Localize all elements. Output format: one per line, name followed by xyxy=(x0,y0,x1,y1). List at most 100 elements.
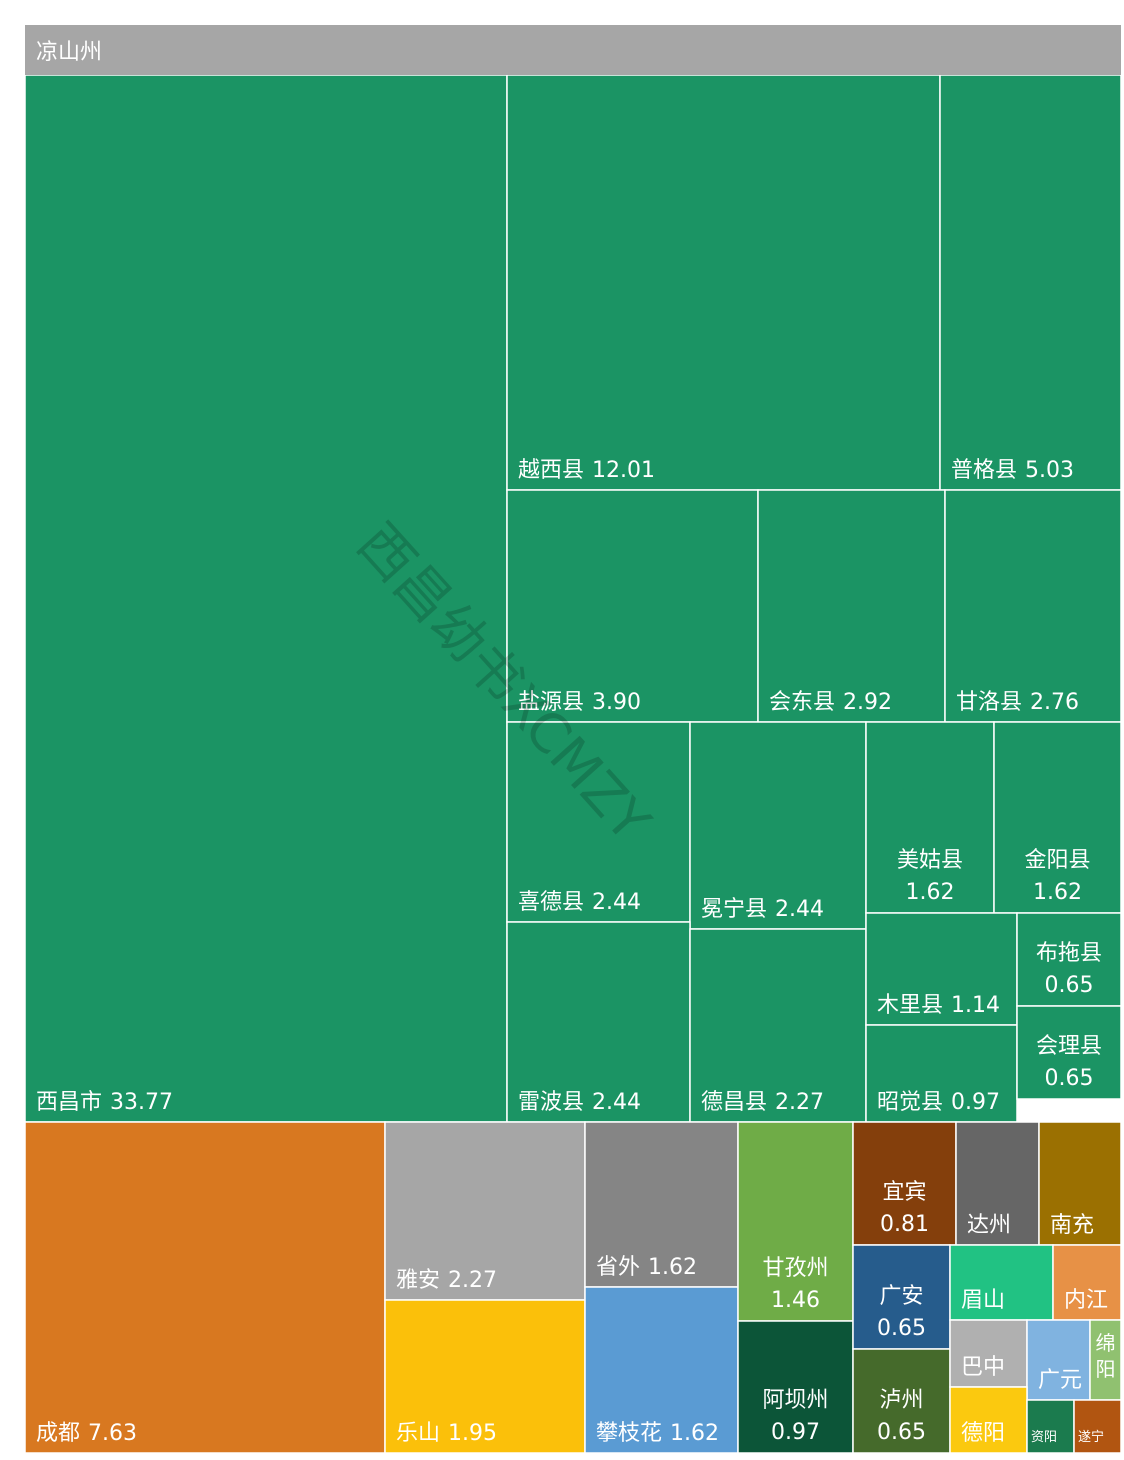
treemap-cell: 金阳县 1.62 xyxy=(993,721,1122,914)
cell-name-label: 美姑县 xyxy=(897,848,963,873)
treemap-cell-rect xyxy=(939,74,1122,491)
cell-value-label: 0.97 xyxy=(771,1420,820,1445)
cell-value-label: 0.65 xyxy=(877,1316,926,1341)
treemap-cell: 雷波县 2.44 xyxy=(506,921,691,1123)
treemap-cell-rect xyxy=(1073,1399,1122,1454)
header-label: 凉山州 xyxy=(36,40,102,65)
treemap-cell: 甘洛县 2.76 xyxy=(944,489,1122,723)
treemap-cell-rect xyxy=(865,721,995,914)
cell-name-label: 南充 xyxy=(1050,1213,1094,1238)
treemap-cell-rect xyxy=(1038,1121,1122,1246)
cell-value-label: 7.63 xyxy=(88,1421,137,1446)
cell-name-label: 眉山 xyxy=(961,1288,1005,1313)
cell-name-label: 德阳 xyxy=(961,1421,1005,1446)
cell-value-label: 1.46 xyxy=(771,1288,820,1313)
treemap-cell: 越西县 12.01 xyxy=(506,74,941,491)
cell-name-label: 喜德县 xyxy=(518,890,584,915)
treemap-cell-rect xyxy=(852,1121,957,1246)
cell-value-label: 2.44 xyxy=(592,890,641,915)
treemap-cell-rect xyxy=(949,1386,1028,1454)
treemap-header: 凉山州 xyxy=(25,25,1121,75)
treemap-cell-rect xyxy=(24,74,508,1123)
treemap-cell: 巴中 xyxy=(949,1319,1028,1388)
treemap-cell-rect xyxy=(506,489,759,723)
treemap-cell-rect xyxy=(689,928,867,1123)
cell-value-label: 1.62 xyxy=(906,880,955,905)
cell-name-label: 普格县 xyxy=(951,458,1017,483)
cell-name-label: 德昌县 xyxy=(701,1090,767,1115)
cell-value-label: 2.92 xyxy=(843,690,892,715)
cell-name-label: 甘洛县 xyxy=(956,690,1022,715)
cell-value-label: 0.65 xyxy=(877,1420,926,1445)
cell-name-label: 成都 xyxy=(36,1421,80,1446)
cell-name-label: 雅安 xyxy=(396,1268,440,1293)
treemap-cell-rect xyxy=(944,489,1122,723)
treemap-cell: 省外 1.62 xyxy=(584,1121,739,1288)
cell-value-label: 2.44 xyxy=(775,897,824,922)
cell-name-label: 资阳 xyxy=(1031,1430,1057,1445)
cell-name-label: 布拖县 xyxy=(1036,941,1102,966)
treemap-cell: 冕宁县 2.44 xyxy=(689,721,867,930)
treemap-cell-rect xyxy=(852,1348,951,1454)
cell-name-char: 绵 xyxy=(1096,1331,1116,1355)
treemap-cell: 美姑县 1.62 xyxy=(865,721,995,914)
treemap-cell-rect xyxy=(1026,1319,1091,1401)
cell-value-label: 12.01 xyxy=(592,458,655,483)
treemap-cell: 广安 0.65 xyxy=(852,1244,951,1350)
cell-name-label: 泸州 xyxy=(879,1388,923,1413)
treemap-cell: 木里县 1.14 xyxy=(865,912,1018,1026)
cell-value-label: 1.14 xyxy=(951,993,1000,1018)
cell-name-label: 乐山 xyxy=(396,1421,440,1446)
treemap-cell: 阿坝州 0.97 xyxy=(737,1320,854,1454)
cell-name-label: 广元 xyxy=(1038,1368,1082,1393)
treemap-cell-rect xyxy=(865,912,1018,1026)
cell-value-label: 5.03 xyxy=(1025,458,1074,483)
treemap-cell-rect xyxy=(757,489,946,723)
treemap-cell: 德阳 xyxy=(949,1386,1028,1454)
treemap-cell: 南充 xyxy=(1038,1121,1122,1246)
treemap-cell-rect xyxy=(1016,1005,1122,1100)
cell-name-label: 金阳县 xyxy=(1024,848,1090,873)
cell-name-label: 阿坝州 xyxy=(762,1388,828,1413)
treemap-cell-rect xyxy=(1052,1244,1122,1321)
cell-value-label: 2.27 xyxy=(448,1268,497,1293)
treemap-cell: 眉山 xyxy=(949,1244,1054,1321)
treemap-cell: 宜宾 0.81 xyxy=(852,1121,957,1246)
treemap-cell: 达州 xyxy=(955,1121,1040,1246)
treemap-cell: 泸州 0.65 xyxy=(852,1348,951,1454)
cell-name-label: 巴中 xyxy=(961,1355,1005,1380)
treemap-cell-rect xyxy=(24,1121,386,1454)
treemap-cell: 遂宁 xyxy=(1073,1399,1122,1454)
cell-name-label: 昭觉县 xyxy=(877,1090,943,1115)
treemap-cell: 资阳 xyxy=(1026,1399,1075,1454)
treemap-cell-rect xyxy=(1089,1319,1122,1401)
cell-name-label: 雷波县 xyxy=(518,1090,584,1115)
cell-name-label: 甘孜州 xyxy=(762,1256,828,1281)
treemap-cell: 昭觉县 0.97 xyxy=(865,1024,1018,1123)
treemap-cell: 德昌县 2.27 xyxy=(689,928,867,1123)
treemap-cell: 乐山 1.95 xyxy=(384,1299,586,1454)
cell-value-label: 1.95 xyxy=(448,1421,497,1446)
treemap-cell-rect xyxy=(1026,1399,1075,1454)
treemap-cells: 西昌市 33.77 越西县 12.01 普格县 5.03 盐源县 3.90 会东县 2.92 甘洛县… xyxy=(24,74,1122,1454)
cell-value-label: 2.27 xyxy=(775,1090,824,1115)
cell-name-label: 遂宁 xyxy=(1078,1429,1104,1445)
treemap-cell: 成都 7.63 xyxy=(24,1121,386,1454)
treemap-cell-rect xyxy=(993,721,1122,914)
cell-name-label: 广安 xyxy=(879,1284,923,1309)
treemap-cell: 攀枝花 1.62 xyxy=(584,1286,739,1454)
cell-name-char: 阳 xyxy=(1096,1357,1116,1381)
treemap-cell: 绵阳 xyxy=(1089,1319,1122,1401)
cell-name-label: 越西县 xyxy=(518,458,584,483)
header-bar xyxy=(25,25,1121,75)
cell-value-label: 2.44 xyxy=(592,1090,641,1115)
cell-value-label: 1.62 xyxy=(648,1255,697,1280)
cell-name-label: 宜宾 xyxy=(882,1180,926,1205)
cell-name-label: 达州 xyxy=(967,1213,1011,1238)
cell-name-label: 西昌市 xyxy=(36,1090,102,1115)
cell-value-label: 3.90 xyxy=(592,690,641,715)
treemap-cell-rect xyxy=(506,721,691,923)
cell-name-label: 盐源县 xyxy=(518,690,584,715)
cell-value-label: 1.62 xyxy=(670,1421,719,1446)
